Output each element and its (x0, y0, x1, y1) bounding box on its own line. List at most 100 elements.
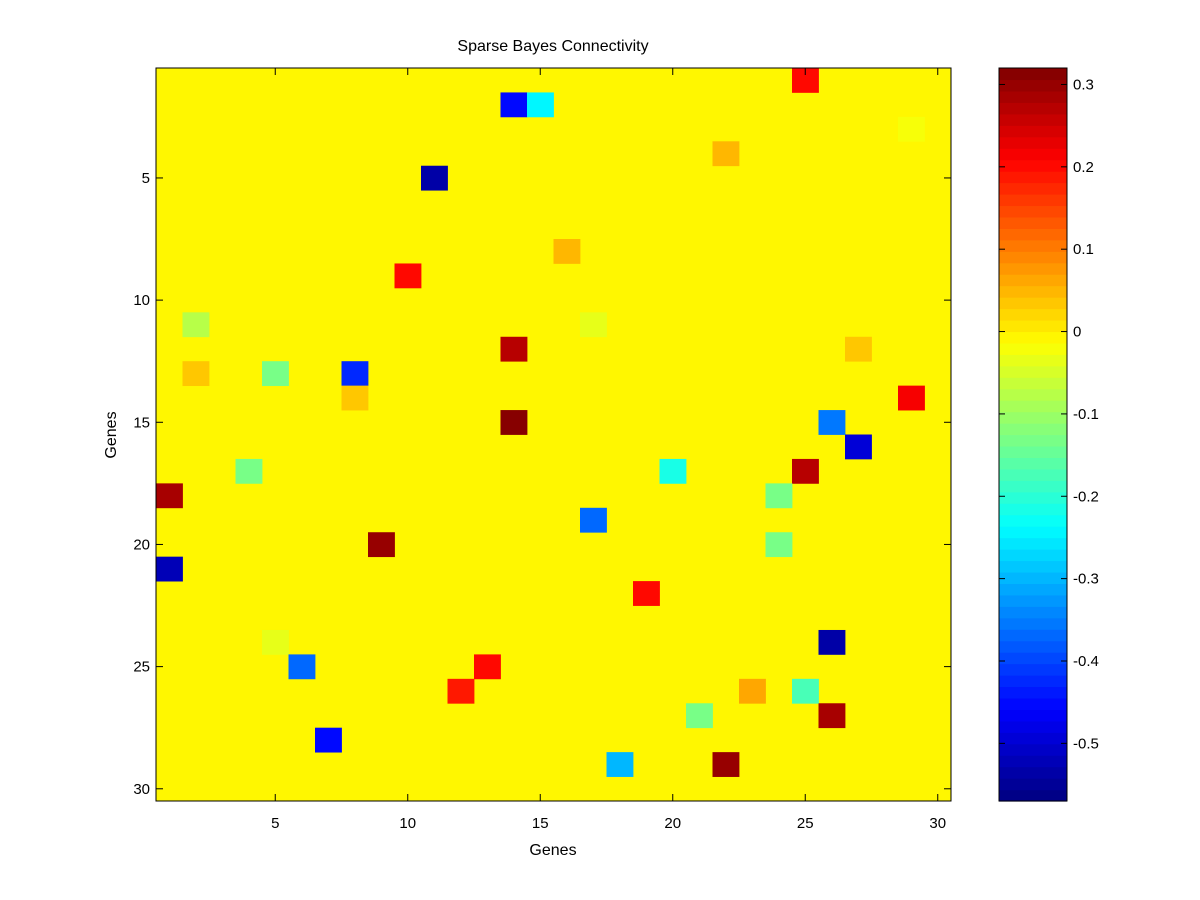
heatmap-cell (898, 385, 925, 411)
heatmap-cell (315, 727, 342, 753)
colorbar-band (999, 686, 1067, 699)
colorbar-band (999, 79, 1067, 92)
colorbar-band (999, 331, 1067, 344)
colorbar-band (999, 354, 1067, 367)
heatmap-cell (394, 263, 422, 289)
colorbar-band (999, 377, 1067, 390)
x-axis-ticks: 5 10 15 20 25 30 (271, 68, 946, 832)
colorbar-band (999, 388, 1067, 401)
colorbar-band (999, 457, 1067, 470)
colorbar-band (999, 68, 1067, 81)
heatmap-cell (765, 532, 793, 558)
heatmap-cell (262, 361, 289, 387)
colorbar-band (999, 216, 1067, 229)
colorbar-band (999, 411, 1067, 424)
colorbar-tick-label: -0.1 (1073, 406, 1099, 423)
heatmap-cell (341, 385, 369, 411)
x-tick-label: 5 (271, 815, 279, 832)
heatmap-cell (818, 410, 846, 435)
colorbar-band (999, 228, 1067, 241)
colorbar-band (999, 423, 1067, 436)
heatmap-cell (156, 556, 183, 582)
colorbar-band (999, 171, 1067, 184)
colorbar-tick-label: -0.3 (1073, 571, 1099, 588)
colorbar-band (999, 617, 1067, 630)
heatmap-cell (182, 361, 210, 387)
y-axis-title: Genes (103, 411, 120, 458)
heatmap-cell (447, 678, 475, 704)
colorbar-band (999, 640, 1067, 653)
colorbar-band (999, 125, 1067, 138)
colorbar-band (999, 663, 1067, 676)
colorbar-band (999, 102, 1067, 115)
colorbar-band (999, 239, 1067, 252)
colorbar-band (999, 182, 1067, 195)
colorbar: 0.3 0.2 0.1 0 -0.1 -0.2 -0.3 -0.4 -0.5 (998, 67, 1099, 802)
colorbar-band (999, 251, 1067, 264)
colorbar-band (999, 720, 1067, 733)
colorbar-band (999, 697, 1067, 710)
colorbar-band (999, 743, 1067, 756)
colorbar-band (999, 468, 1067, 481)
heatmap-cell (527, 92, 554, 118)
colorbar-tick-label: 0.3 (1073, 76, 1094, 93)
colorbar-band (999, 285, 1067, 298)
colorbar-band (999, 113, 1067, 126)
heatmap-cell (818, 703, 846, 729)
colorbar-band (999, 262, 1067, 275)
x-tick-label: 30 (929, 815, 946, 832)
y-tick-label: 5 (142, 170, 150, 187)
colorbar-band (999, 308, 1067, 321)
colorbar-band (999, 148, 1067, 161)
heatmap-cell (156, 483, 183, 509)
colorbar-frame (998, 67, 1068, 802)
colorbar-band (999, 274, 1067, 287)
y-axis-ticks: 5 10 15 20 25 30 (133, 170, 951, 798)
x-tick-label: 25 (797, 815, 814, 832)
colorbar-band (999, 571, 1067, 584)
colorbar-band (999, 491, 1067, 504)
colorbar-band (999, 90, 1067, 103)
heatmap-cell (182, 312, 210, 338)
colorbar-band (999, 365, 1067, 378)
x-tick-label: 20 (664, 815, 681, 832)
heatmap-cell (156, 190, 183, 215)
colorbar-band (999, 778, 1067, 791)
colorbar-band (999, 594, 1067, 607)
colorbar-band (999, 445, 1067, 458)
colorbar-tick-label: -0.4 (1073, 653, 1099, 670)
x-tick-label: 10 (399, 815, 416, 832)
heatmap-cell (288, 654, 316, 680)
heatmap-cell (845, 434, 872, 460)
heatmap-cell (500, 92, 528, 118)
colorbar-band (999, 193, 1067, 207)
colorbar-tick-label: 0.1 (1073, 241, 1094, 258)
colorbar-tick-label: 0.2 (1073, 159, 1094, 176)
heatmap-cell (553, 239, 581, 264)
heatmap-cell (818, 629, 846, 655)
colorbar-band (999, 755, 1067, 768)
y-tick-label: 20 (133, 536, 150, 553)
heatmap-cell (765, 483, 793, 509)
colorbar-band (999, 503, 1067, 516)
colorbar-band (999, 732, 1067, 745)
y-tick-label: 15 (133, 414, 150, 431)
colorbar-band (999, 766, 1067, 779)
colorbar-band (999, 549, 1067, 562)
heatmap-cell (686, 703, 713, 729)
heatmap-cell (262, 629, 289, 655)
colorbar-band (999, 789, 1067, 802)
colorbar-band (999, 342, 1067, 355)
y-tick-label: 25 (133, 659, 150, 676)
colorbar-band (999, 514, 1067, 527)
colorbar-tick-label: -0.2 (1073, 488, 1099, 505)
colorbar-band (999, 400, 1067, 413)
colorbar-band (999, 709, 1067, 722)
heatmap-cell (739, 678, 766, 704)
heatmap-cell (659, 458, 687, 484)
colorbar-band (999, 537, 1067, 550)
colorbar-tick-label: -0.5 (1073, 735, 1099, 752)
colorbar-band (999, 136, 1067, 149)
heatmap-cell (792, 678, 819, 704)
colorbar-band (999, 434, 1067, 447)
